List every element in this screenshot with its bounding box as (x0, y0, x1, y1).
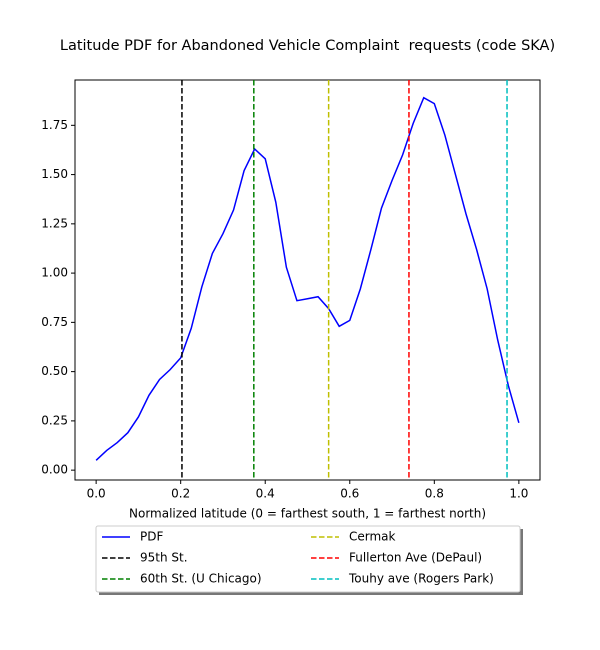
y-tick-label: 0.25 (41, 413, 68, 427)
y-tick-label: 1.50 (41, 167, 68, 181)
x-tick-label: 0.4 (256, 487, 275, 501)
chart-title: Latitude PDF for Abandoned Vehicle Compl… (59, 38, 556, 54)
legend-label: 60th St. (U Chicago) (140, 572, 262, 586)
x-axis-label: Normalized latitude (0 = farthest south,… (129, 507, 486, 521)
y-tick-label: 0.75 (41, 315, 68, 329)
legend-label: Fullerton Ave (DePaul) (349, 551, 482, 565)
y-tick-label: 0.00 (41, 463, 68, 477)
y-tick-label: 0.50 (41, 364, 68, 378)
pdf-line (95, 96, 520, 461)
legend-label: 95th St. (140, 551, 188, 565)
x-tick-label: 0.6 (340, 487, 359, 501)
legend-box (95, 525, 521, 593)
y-tick-label: 1.25 (41, 216, 68, 230)
x-tick-label: 1.0 (509, 487, 528, 501)
x-tick-label: 0.8 (425, 487, 444, 501)
legend-label: Touhy ave (Rogers Park) (348, 572, 494, 586)
x-tick-label: 0.2 (171, 487, 190, 501)
x-tick-label: 0.0 (87, 487, 106, 501)
legend-label: Cermak (349, 530, 396, 544)
plot-frame (74, 79, 541, 481)
legend-label: PDF (140, 530, 163, 544)
y-tick-label: 1.75 (41, 118, 68, 132)
y-tick-label: 1.00 (41, 266, 68, 280)
